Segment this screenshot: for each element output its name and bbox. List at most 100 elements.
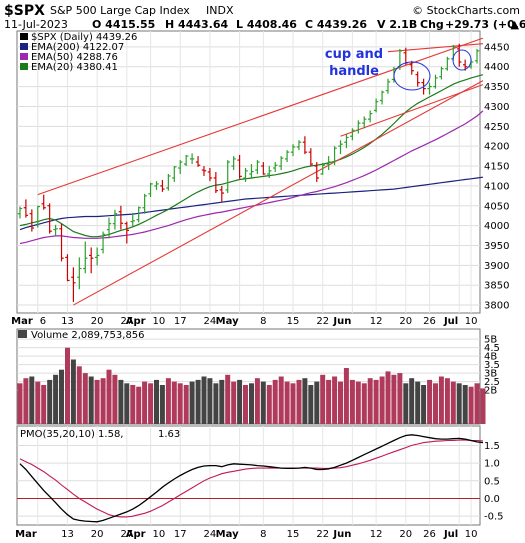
volume-bar: [29, 376, 35, 424]
ohlc-bar: [427, 82, 432, 95]
ohlc-bar: [308, 148, 314, 167]
volume-bar: [438, 376, 444, 424]
header-symbol: $SPX: [4, 3, 45, 19]
ohlc-bar: [100, 231, 106, 254]
volume-bar: [373, 379, 379, 424]
price-ohlc-bars: [17, 43, 480, 302]
ohlc-bar: [23, 199, 29, 218]
ohlc-bar: [338, 140, 343, 155]
ohlc-bar: [136, 206, 141, 223]
x-tick-label: 10: [465, 316, 478, 327]
volume-bar: [82, 373, 88, 424]
ohlc-bar: [439, 66, 444, 80]
ohlc-bar: [213, 172, 219, 194]
ohlc-bar: [148, 182, 153, 198]
volume-bar: [349, 379, 355, 424]
ohlc-bar: [35, 205, 40, 228]
volume-bar: [320, 374, 326, 424]
ohlc-bar: [77, 257, 82, 290]
price-y-tick: 4200: [484, 142, 509, 153]
volume-bar: [314, 381, 320, 424]
x-tick-label: 13: [61, 316, 74, 327]
ohlc-bar: [124, 221, 130, 244]
price-y-tick: 4050: [484, 201, 509, 212]
ohlc-bar: [302, 136, 308, 155]
header-change-label: Chg: [420, 18, 444, 31]
x-tick-label: 10: [465, 529, 478, 540]
ohlc-bar: [178, 160, 183, 174]
ohlc-bar: [367, 110, 373, 123]
ohlc-bar: [290, 144, 296, 157]
price-frame: [16, 30, 481, 314]
volume-bar: [159, 385, 165, 424]
volume-bar: [290, 383, 296, 424]
volume-bar: [367, 378, 373, 424]
volume-bar: [59, 369, 64, 424]
legend-swatch: [20, 33, 28, 40]
volume-bar: [456, 383, 462, 424]
x-tick-label: 8: [260, 529, 266, 540]
ohlc-bar: [243, 168, 248, 182]
volume-bar: [462, 385, 468, 424]
volume-label: Volume 2,089,753,856: [31, 330, 145, 341]
price-y-tick: 3950: [484, 241, 509, 252]
ohlc-bar: [415, 71, 420, 87]
volume-legend-swatch: [18, 330, 27, 338]
x-tick-label: 12: [370, 316, 383, 327]
cup-ellipse: [393, 61, 431, 91]
x-tick-label: 26: [423, 316, 436, 327]
x-tick-label: 27: [120, 316, 133, 327]
volume-bar: [243, 385, 248, 424]
ohlc-bar: [166, 173, 171, 191]
x-tick-label: Jun: [332, 529, 351, 540]
x-tick-label: 27: [120, 529, 133, 540]
header-open: O 4415.55: [92, 18, 155, 31]
volume-bar: [302, 378, 308, 424]
x-tick-label: 10: [153, 529, 166, 540]
volume-bar: [118, 379, 124, 424]
volume-bar: [225, 374, 231, 424]
volume-bar: [444, 378, 450, 424]
trendline: [73, 80, 484, 306]
volume-bar: [450, 381, 456, 424]
volume-bar: [195, 379, 201, 424]
volume-bar: [421, 385, 427, 424]
volume-bar: [278, 376, 284, 424]
ohlc-bar: [320, 162, 325, 175]
volume-bar: [23, 378, 29, 424]
volume-bar: [272, 379, 278, 424]
legend-swatch: [20, 63, 28, 70]
pmo-y-tick: 0.0: [484, 494, 500, 505]
ohlc-bar: [53, 224, 58, 236]
volume-bar: [201, 376, 207, 424]
volume-bar: [332, 376, 338, 424]
x-tick-label: 26: [423, 529, 436, 540]
legend-entry: $SPX (Daily) 4439.26: [31, 32, 137, 43]
legend-swatch: [20, 43, 28, 50]
price-y-axis: 3800 3850 3900 3950 4000 4050 4100 4150 4200 4250…: [484, 42, 509, 311]
ohlc-bar: [249, 164, 254, 179]
annotation-line-2: handle: [329, 64, 379, 79]
volume-bar: [397, 373, 403, 424]
ohlc-bar: [385, 78, 391, 94]
pmo-panel: -0.5 0.0 0.5 1.0 1.5 PMO(35,20,10) 1.58, 1.6…: [16, 425, 504, 526]
ohlc-bar: [457, 43, 462, 67]
ohlc-bar: [362, 116, 367, 129]
price-y-tick: 4250: [484, 122, 509, 133]
volume-bar: [296, 379, 302, 424]
volume-bar: [142, 381, 148, 424]
ohlc-bar: [273, 162, 278, 172]
volume-bar: [385, 371, 391, 424]
volume-bar: [112, 374, 118, 424]
volume-bar: [480, 388, 486, 424]
pmo-gridlines: [17, 426, 480, 525]
header-change-arrow: ▲: [511, 18, 520, 31]
ohlc-bar: [172, 166, 177, 182]
volume-frame: [16, 328, 481, 425]
ohlc-bar: [154, 181, 159, 190]
volume-y-tick: 5B: [484, 335, 497, 346]
header-close: C 4439.26: [305, 18, 367, 31]
